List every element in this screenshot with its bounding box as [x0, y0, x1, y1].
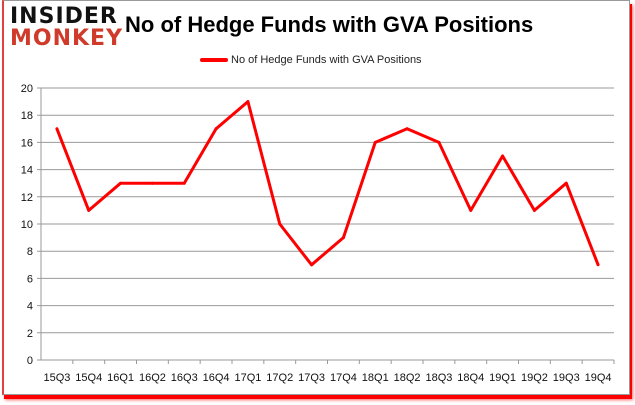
x-tick-label: 15Q3 — [43, 372, 70, 384]
y-tick-label: 10 — [21, 219, 33, 231]
legend-label: No of Hedge Funds with GVA Positions — [231, 54, 422, 66]
data-point — [596, 263, 600, 267]
x-tick-label: 17Q1 — [234, 372, 261, 384]
legend: No of Hedge Funds with GVA Positions — [200, 54, 422, 66]
y-tick-label: 6 — [27, 273, 33, 285]
y-tick-label: 0 — [27, 355, 33, 367]
y-tick-label: 20 — [21, 83, 33, 95]
data-point — [55, 127, 59, 131]
x-tick-label: 16Q4 — [203, 372, 230, 384]
legend-swatch — [200, 58, 228, 62]
y-tick-label: 16 — [21, 137, 33, 149]
data-point — [150, 181, 154, 185]
y-tick-label: 4 — [27, 301, 33, 313]
logo-monkey: MONKEY — [10, 26, 124, 51]
chart-title: No of Hedge Funds with GVA Positions — [125, 12, 534, 37]
data-point — [437, 140, 441, 144]
data-point — [469, 208, 473, 212]
data-point — [373, 140, 377, 144]
data-point — [214, 127, 218, 131]
data-point — [564, 181, 568, 185]
x-tick-label: 17Q2 — [266, 372, 293, 384]
x-tick-label: 15Q4 — [75, 372, 102, 384]
x-tick-label: 18Q3 — [425, 372, 452, 384]
y-tick-label: 12 — [21, 192, 33, 204]
y-tick-label: 8 — [27, 246, 33, 258]
y-tick-label: 2 — [27, 328, 33, 340]
data-point — [405, 127, 409, 131]
x-tick-label: 18Q2 — [394, 372, 421, 384]
data-point — [501, 154, 505, 158]
data-point — [310, 263, 314, 267]
data-point — [341, 236, 345, 240]
data-point — [246, 100, 250, 104]
x-tick-label: 16Q2 — [139, 372, 166, 384]
logo-insider: INSIDER — [10, 4, 118, 29]
data-point — [182, 181, 186, 185]
x-tick-label: 18Q4 — [457, 372, 484, 384]
data-point — [87, 208, 91, 212]
x-tick-label: 19Q1 — [489, 372, 516, 384]
x-tick-label: 19Q3 — [553, 372, 580, 384]
x-tick-label: 16Q1 — [107, 372, 134, 384]
data-point — [532, 208, 536, 212]
data-point — [278, 222, 282, 226]
y-tick-label: 14 — [21, 165, 33, 177]
x-tick-label: 19Q4 — [585, 372, 612, 384]
x-tick-label: 17Q3 — [298, 372, 325, 384]
data-point — [119, 181, 123, 185]
series-line — [55, 100, 600, 267]
x-tick-label: 19Q2 — [521, 372, 548, 384]
x-tick-label: 16Q3 — [171, 372, 198, 384]
y-tick-label: 18 — [21, 110, 33, 122]
x-tick-label: 17Q4 — [330, 372, 357, 384]
x-tick-label: 18Q1 — [362, 372, 389, 384]
